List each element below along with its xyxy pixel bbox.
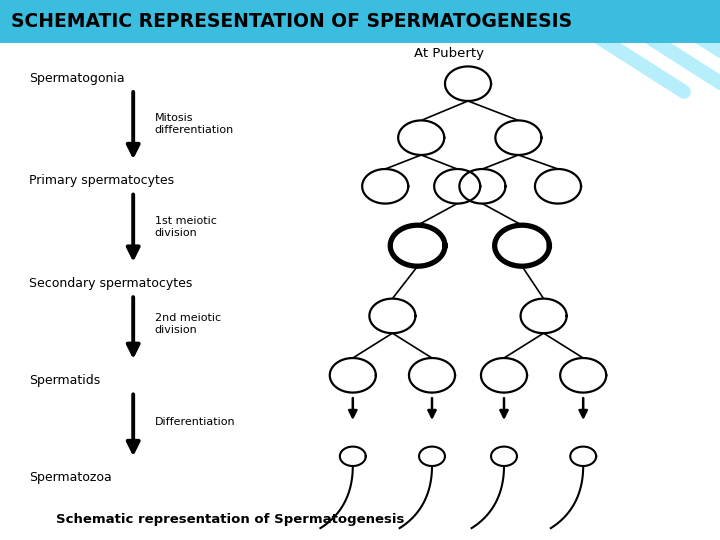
Polygon shape — [340, 447, 366, 466]
Polygon shape — [369, 299, 415, 333]
Text: Spermatids: Spermatids — [29, 374, 100, 387]
Text: Secondary spermatocytes: Secondary spermatocytes — [29, 277, 192, 290]
Polygon shape — [434, 169, 480, 204]
Polygon shape — [419, 447, 445, 466]
Polygon shape — [390, 225, 445, 266]
Polygon shape — [409, 358, 455, 393]
Text: 2nd meiotic
division: 2nd meiotic division — [155, 313, 221, 335]
Polygon shape — [535, 169, 581, 204]
Polygon shape — [570, 447, 596, 466]
Polygon shape — [330, 358, 376, 393]
Text: Primary spermatocytes: Primary spermatocytes — [29, 174, 174, 187]
Polygon shape — [495, 120, 541, 155]
Polygon shape — [481, 358, 527, 393]
Text: Schematic representation of Spermatogenesis: Schematic representation of Spermatogene… — [56, 513, 405, 526]
Polygon shape — [521, 299, 567, 333]
Text: Spermatogonia: Spermatogonia — [29, 72, 125, 85]
Text: SCHEMATIC REPRESENTATION OF SPERMATOGENESIS: SCHEMATIC REPRESENTATION OF SPERMATOGENE… — [11, 12, 572, 31]
Text: Mitosis
differentiation: Mitosis differentiation — [155, 113, 234, 135]
Text: Spermatozoa: Spermatozoa — [29, 471, 112, 484]
Polygon shape — [495, 225, 549, 266]
Polygon shape — [362, 169, 408, 204]
Polygon shape — [459, 169, 505, 204]
Text: At Puberty: At Puberty — [414, 48, 484, 60]
Polygon shape — [560, 358, 606, 393]
Text: 1st meiotic
division: 1st meiotic division — [155, 216, 217, 238]
Polygon shape — [398, 120, 444, 155]
Polygon shape — [445, 66, 491, 101]
Text: Differentiation: Differentiation — [155, 417, 235, 427]
Polygon shape — [491, 447, 517, 466]
FancyBboxPatch shape — [0, 0, 720, 43]
